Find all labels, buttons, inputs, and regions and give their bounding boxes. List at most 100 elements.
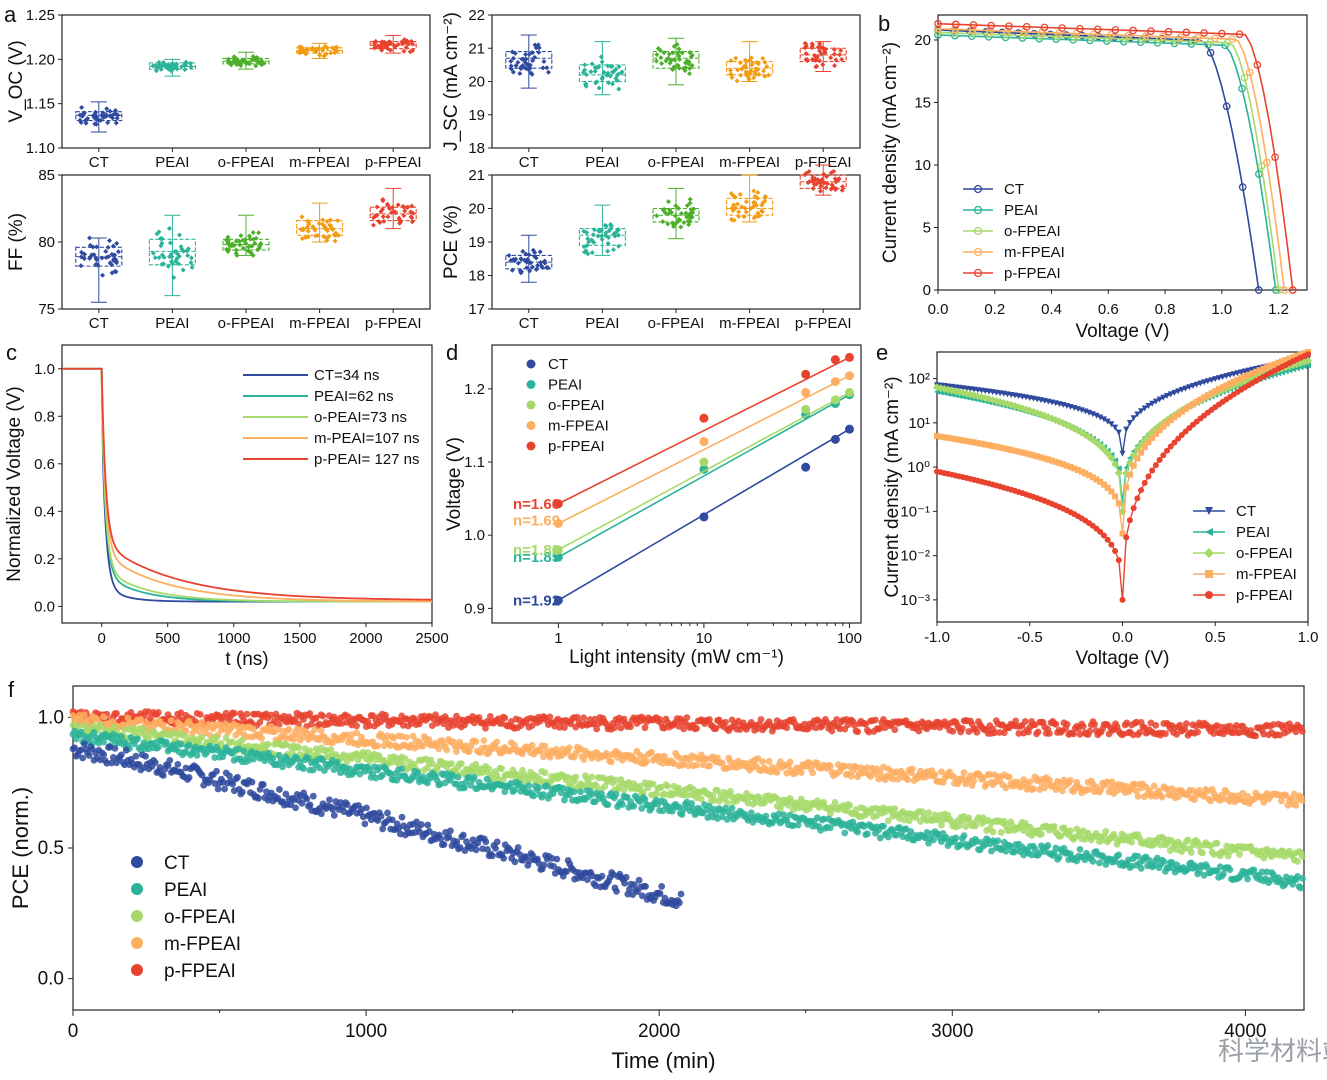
data-point: [99, 112, 105, 118]
plot-frame: [491, 344, 862, 624]
legend-marker: [526, 400, 536, 410]
data-point: [1149, 434, 1156, 441]
data-point: [728, 804, 736, 812]
x-tick-label: CT: [89, 315, 109, 332]
data-point: [1254, 286, 1263, 294]
data-point: [454, 773, 462, 781]
data-point: [1029, 785, 1037, 793]
data-point: [185, 773, 193, 781]
data-point: [1204, 548, 1214, 558]
data-point: [1193, 398, 1200, 405]
data-point: [722, 718, 729, 726]
data-point: [154, 64, 160, 70]
data-point: [1123, 484, 1130, 491]
data-point: [353, 729, 360, 737]
data-point: [532, 250, 538, 256]
data-point: [1002, 784, 1010, 792]
data-point: [676, 65, 682, 71]
data-point: [443, 746, 451, 754]
y-tick-label: 1.10: [26, 140, 55, 157]
data-point: [592, 68, 598, 74]
data-point: [1211, 34, 1219, 43]
x-tick-label: 1000: [217, 630, 250, 647]
data-point: [335, 218, 341, 224]
y-tick-label: 17: [468, 301, 485, 318]
data-point: [196, 711, 204, 718]
data-point: [302, 48, 308, 54]
data-point: [225, 238, 231, 244]
data-point: [687, 49, 693, 55]
data-point: [472, 738, 480, 745]
data-point: [1000, 445, 1007, 452]
data-point: [1271, 286, 1280, 294]
data-point: [1304, 356, 1312, 365]
x-tick-label: 1.0: [1211, 301, 1232, 318]
legend-label: m-FPEAI: [548, 418, 609, 435]
data-point: [1071, 465, 1078, 472]
data-point: [665, 221, 671, 227]
data-point: [246, 244, 252, 250]
data-point: [1041, 784, 1048, 792]
data-point: [333, 232, 339, 238]
data-point: [1141, 32, 1150, 40]
data-point: [671, 57, 677, 63]
data-point: [374, 742, 381, 750]
data-point: [1182, 28, 1191, 37]
legend-label: PEAI: [548, 377, 582, 394]
data-point: [1138, 449, 1145, 456]
data-point: [175, 261, 181, 267]
data-point: [1275, 359, 1282, 366]
data-point: [831, 51, 837, 57]
data-point: [1126, 419, 1133, 426]
data-point: [515, 59, 521, 65]
data-point: [1186, 403, 1193, 410]
data-point: [225, 59, 231, 65]
data-point: [1250, 866, 1258, 874]
data-point: [370, 222, 376, 228]
data-point: [1128, 838, 1135, 846]
data-point: [1093, 412, 1100, 419]
data-point: [409, 219, 415, 225]
data-point: [408, 214, 414, 220]
data-point: [891, 726, 899, 734]
data-point: [1167, 443, 1174, 450]
y-tick-label: 10⁻¹: [900, 503, 930, 520]
data-point: [1298, 727, 1306, 735]
data-point: [1292, 728, 1300, 736]
data-point: [733, 55, 739, 61]
data-point: [159, 236, 165, 242]
data-point: [685, 762, 692, 770]
data-point: [743, 199, 749, 205]
data-point: [1046, 776, 1053, 784]
data-point: [734, 201, 740, 207]
data-point: [353, 722, 360, 730]
y-tick-label: 21: [468, 167, 485, 184]
data-point: [956, 436, 963, 443]
y-tick-label: 0.0: [38, 969, 64, 990]
panel-c-group: c0 500 1000 1500 2000 25000.00.20.40.60.81.0t…: [4, 340, 449, 670]
data-point: [802, 45, 808, 51]
data-point: [743, 64, 749, 70]
data-point: [95, 262, 101, 268]
y-tick-label: 20: [468, 74, 485, 91]
x-tick-label: 10: [696, 630, 713, 647]
data-point: [941, 434, 948, 441]
data-point: [1184, 836, 1192, 844]
data-point: [1282, 356, 1289, 363]
data-point: [1174, 793, 1182, 801]
data-point: [1176, 33, 1185, 42]
data-point: [643, 757, 651, 765]
box-PEAI: [578, 64, 626, 83]
data-point: [658, 55, 664, 61]
data-point: [237, 242, 243, 248]
data-point: [589, 250, 595, 256]
data-point: [987, 21, 996, 30]
data-point: [891, 805, 899, 813]
data-point: [1212, 388, 1219, 395]
data-point: [395, 202, 401, 208]
data-point: [619, 69, 625, 75]
y-tick-label: 1.0: [34, 361, 55, 378]
data-point: [1238, 84, 1246, 93]
data-point: [534, 266, 540, 272]
data-point: [854, 728, 862, 736]
